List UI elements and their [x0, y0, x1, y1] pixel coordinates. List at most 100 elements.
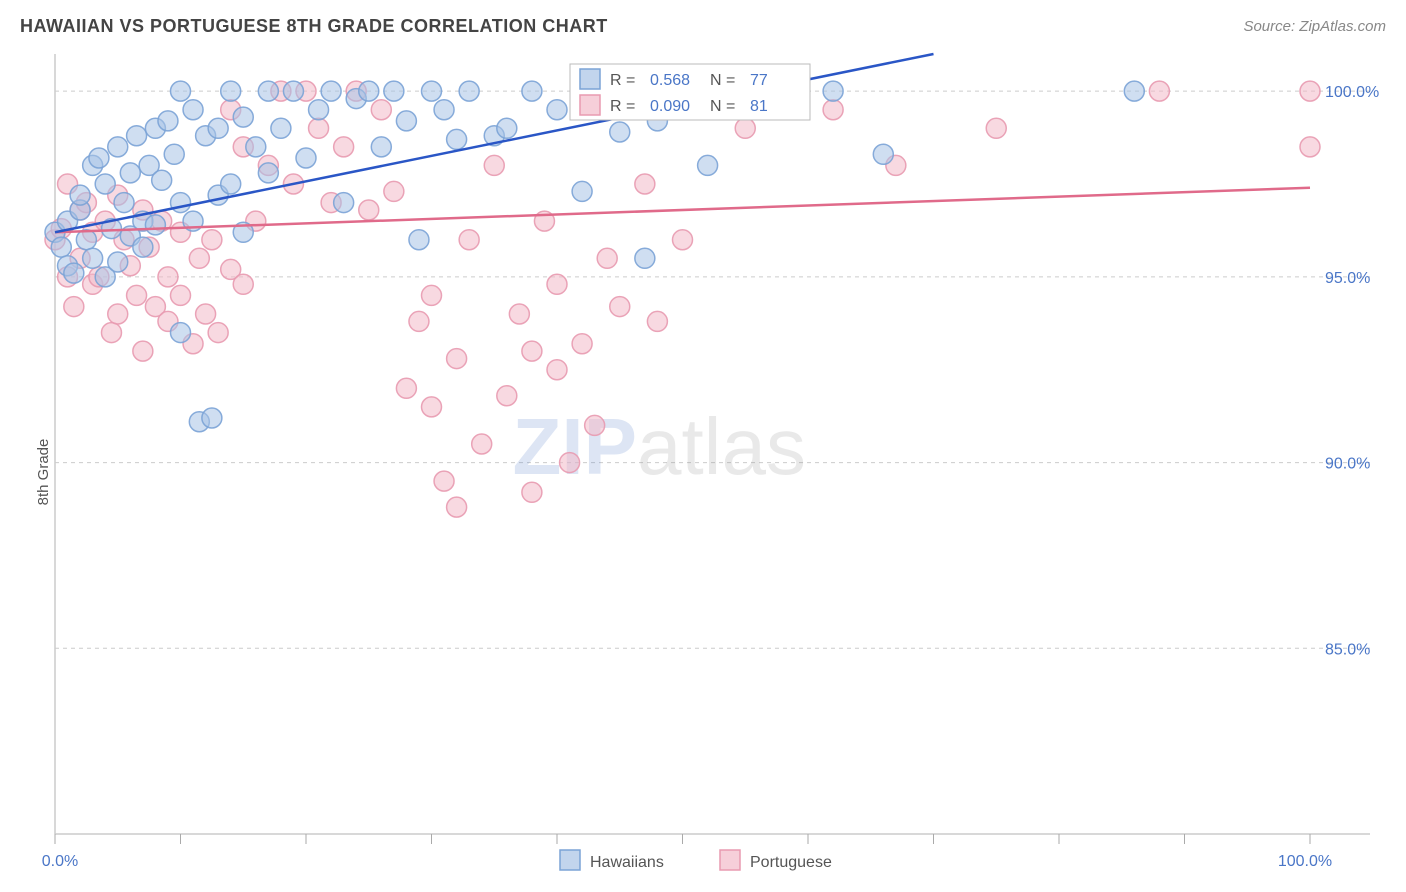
point-portuguese: [635, 174, 655, 194]
point-portuguese: [396, 378, 416, 398]
point-portuguese: [447, 349, 467, 369]
point-hawaiians: [459, 81, 479, 101]
point-hawaiians: [434, 100, 454, 120]
point-hawaiians: [447, 129, 467, 149]
point-hawaiians: [208, 118, 228, 138]
point-hawaiians: [171, 323, 191, 343]
point-portuguese: [171, 285, 191, 305]
point-portuguese: [422, 397, 442, 417]
point-portuguese: [202, 230, 222, 250]
point-portuguese: [64, 297, 84, 317]
legend-swatch: [580, 95, 600, 115]
point-portuguese: [823, 100, 843, 120]
point-hawaiians: [76, 230, 96, 250]
point-hawaiians: [95, 174, 115, 194]
point-portuguese: [1300, 137, 1320, 157]
point-hawaiians: [158, 111, 178, 131]
point-portuguese: [647, 311, 667, 331]
point-portuguese: [509, 304, 529, 324]
point-hawaiians: [164, 144, 184, 164]
point-hawaiians: [1124, 81, 1144, 101]
point-hawaiians: [127, 126, 147, 146]
y-tick-label: 90.0%: [1325, 456, 1370, 473]
point-hawaiians: [51, 237, 71, 257]
point-portuguese: [1300, 81, 1320, 101]
point-portuguese: [208, 323, 228, 343]
bottom-legend-swatch: [560, 850, 580, 870]
bottom-legend-label-hawaiians: Hawaiians: [590, 854, 664, 871]
point-hawaiians: [610, 122, 630, 142]
point-hawaiians: [547, 100, 567, 120]
x-min-label: 0.0%: [42, 853, 78, 870]
point-hawaiians: [359, 81, 379, 101]
point-portuguese: [108, 304, 128, 324]
point-hawaiians: [233, 107, 253, 127]
point-hawaiians: [698, 155, 718, 175]
point-hawaiians: [152, 170, 172, 190]
chart-header: HAWAIIAN VS PORTUGUESE 8TH GRADE CORRELA…: [0, 0, 1406, 44]
y-axis-label: 8th Grade: [35, 439, 52, 506]
point-portuguese: [133, 341, 153, 361]
point-portuguese: [547, 274, 567, 294]
point-hawaiians: [246, 137, 266, 157]
point-hawaiians: [258, 163, 278, 183]
point-portuguese: [334, 137, 354, 157]
watermark: ZIPatlas: [513, 402, 806, 491]
point-hawaiians: [70, 185, 90, 205]
point-hawaiians: [396, 111, 416, 131]
scatter-chart-svg: 100.0%95.0%90.0%85.0%0.0%100.0%ZIPatlasR…: [0, 44, 1406, 892]
legend-swatch: [580, 69, 600, 89]
legend-r-label: R =: [610, 72, 635, 89]
y-tick-label: 100.0%: [1325, 84, 1379, 101]
point-hawaiians: [384, 81, 404, 101]
point-hawaiians: [89, 148, 109, 168]
chart-source: Source: ZipAtlas.com: [1243, 18, 1386, 35]
point-hawaiians: [258, 81, 278, 101]
chart-area: 8th Grade 100.0%95.0%90.0%85.0%0.0%100.0…: [0, 44, 1406, 892]
point-portuguese: [158, 267, 178, 287]
point-hawaiians: [120, 163, 140, 183]
point-hawaiians: [171, 193, 191, 213]
point-hawaiians: [522, 81, 542, 101]
point-portuguese: [986, 118, 1006, 138]
point-portuguese: [585, 415, 605, 435]
point-hawaiians: [283, 81, 303, 101]
point-portuguese: [189, 248, 209, 268]
point-hawaiians: [145, 215, 165, 235]
point-hawaiians: [334, 193, 354, 213]
point-hawaiians: [497, 118, 517, 138]
point-portuguese: [560, 453, 580, 473]
point-portuguese: [472, 434, 492, 454]
point-portuguese: [127, 285, 147, 305]
legend-n-label: N =: [710, 72, 735, 89]
point-hawaiians: [202, 408, 222, 428]
bottom-legend-swatch: [720, 850, 740, 870]
point-portuguese: [434, 471, 454, 491]
y-tick-label: 85.0%: [1325, 641, 1370, 658]
point-portuguese: [484, 155, 504, 175]
point-hawaiians: [309, 100, 329, 120]
legend-n-value: 77: [750, 72, 768, 89]
point-portuguese: [196, 304, 216, 324]
point-portuguese: [547, 360, 567, 380]
point-hawaiians: [221, 81, 241, 101]
point-hawaiians: [409, 230, 429, 250]
point-hawaiians: [114, 193, 134, 213]
point-hawaiians: [171, 81, 191, 101]
chart-title: HAWAIIAN VS PORTUGUESE 8TH GRADE CORRELA…: [20, 16, 608, 37]
point-hawaiians: [108, 137, 128, 157]
point-hawaiians: [321, 81, 341, 101]
legend-n-label: N =: [710, 98, 735, 115]
point-portuguese: [610, 297, 630, 317]
legend-r-label: R =: [610, 98, 635, 115]
x-max-label: 100.0%: [1278, 853, 1332, 870]
point-hawaiians: [296, 148, 316, 168]
point-hawaiians: [823, 81, 843, 101]
point-hawaiians: [422, 81, 442, 101]
point-portuguese: [522, 341, 542, 361]
point-hawaiians: [635, 248, 655, 268]
point-portuguese: [233, 274, 253, 294]
point-portuguese: [459, 230, 479, 250]
point-hawaiians: [83, 248, 103, 268]
point-portuguese: [422, 285, 442, 305]
